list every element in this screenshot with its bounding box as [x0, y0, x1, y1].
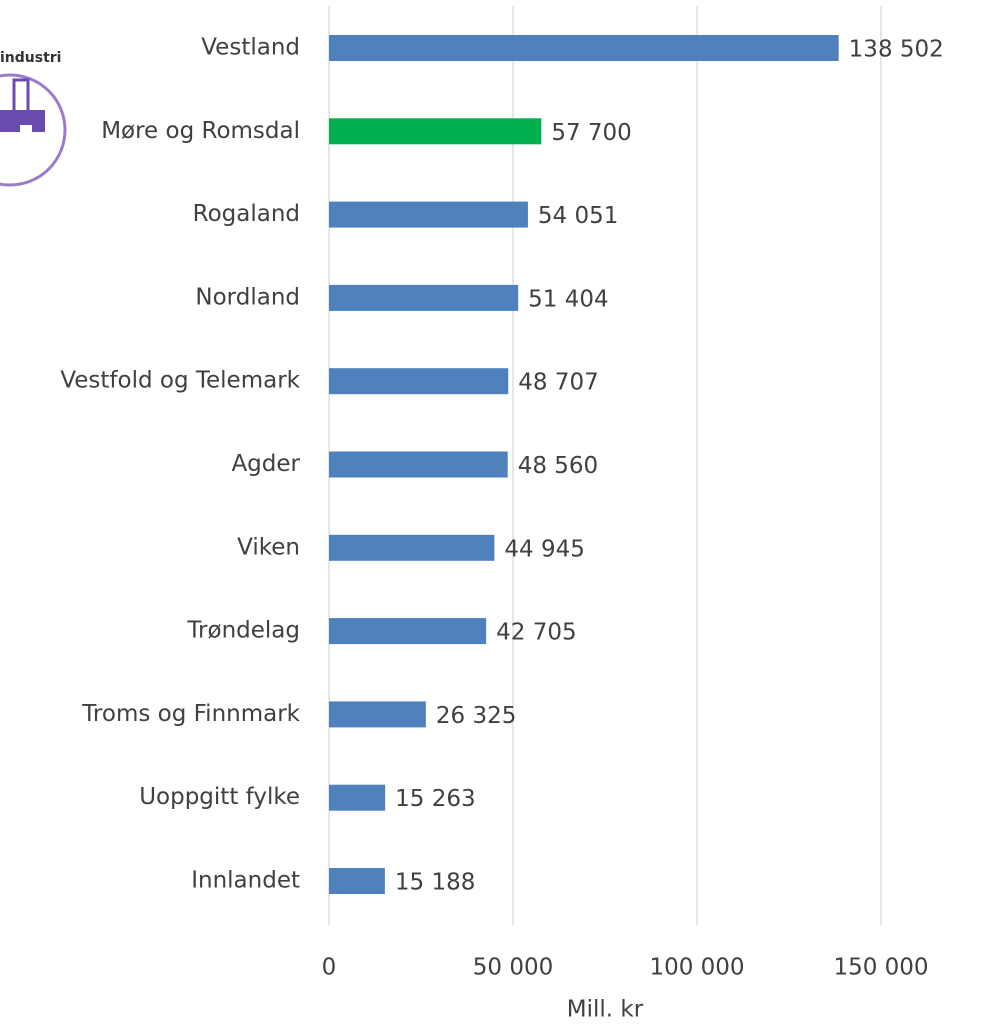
- bar: [329, 534, 495, 561]
- bar: [329, 118, 542, 145]
- logo: industri: [0, 50, 67, 187]
- bar: [329, 868, 385, 894]
- x-axis-title: Mill. kr: [567, 997, 644, 1023]
- y-tick-label: Rogaland: [193, 201, 300, 227]
- bar: [329, 368, 509, 395]
- bar: [329, 201, 528, 228]
- bar: [329, 784, 386, 811]
- y-tick-label: Møre og Romsdal: [101, 118, 300, 144]
- x-tick-label: 150 000: [833, 955, 928, 981]
- y-tick-label: Viken: [237, 534, 300, 560]
- y-tick-label: Trøndelag: [186, 618, 300, 644]
- value-label: 51 404: [528, 286, 608, 312]
- value-label: 48 707: [518, 370, 598, 396]
- value-label: 57 700: [551, 120, 631, 146]
- value-label: 15 263: [395, 786, 475, 812]
- y-tick-label: Troms og Finnmark: [81, 701, 300, 727]
- y-tick-label: Uoppgitt fylke: [139, 784, 300, 810]
- value-label: 138 502: [849, 37, 944, 63]
- logo-text: industri: [0, 50, 61, 66]
- value-label: 15 188: [395, 870, 475, 896]
- y-tick-label: Nordland: [195, 284, 300, 310]
- y-tick-label: Agder: [231, 451, 300, 477]
- logo-bridge: [0, 110, 45, 132]
- y-tick-label: Vestland: [201, 35, 300, 61]
- value-label: 42 705: [496, 620, 576, 646]
- y-tick-label: Vestfold og Telemark: [60, 368, 300, 394]
- x-tick-label: 50 000: [473, 955, 553, 981]
- x-tick-label: 0: [322, 955, 337, 981]
- bar: [329, 451, 508, 478]
- x-tick-label: 100 000: [649, 955, 744, 981]
- value-label: 26 325: [436, 703, 516, 729]
- value-label: 48 560: [518, 453, 598, 479]
- logo-tower: [12, 78, 30, 114]
- y-tick-label: Innlandet: [191, 868, 300, 894]
- bar: [329, 284, 519, 311]
- logo-arch: [20, 125, 32, 145]
- value-label: 44 945: [504, 536, 584, 562]
- bar: [329, 618, 487, 645]
- bar: [329, 35, 839, 61]
- bar: [329, 701, 426, 728]
- value-label: 54 051: [538, 203, 618, 229]
